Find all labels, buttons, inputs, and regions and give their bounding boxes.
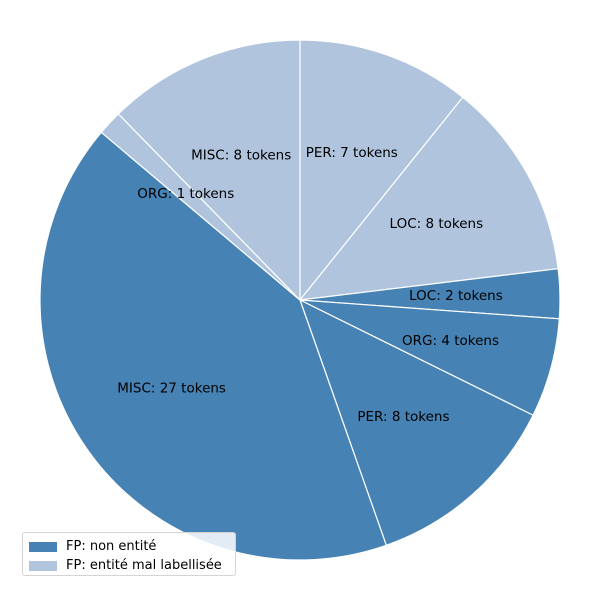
legend-swatch-non-entite	[29, 541, 57, 552]
pie-slice-label-6: ORG: 1 tokens	[137, 186, 234, 202]
pie-slice-label-1: LOC: 8 tokens	[390, 216, 484, 232]
pie-slices	[39, 39, 561, 561]
pie-slice-1	[298, 96, 559, 301]
legend-item-entite-mal-labellisee: FP: entité mal labellisée	[29, 556, 229, 575]
legend-label-non-entite: FP: non entité	[66, 539, 157, 554]
pie-slice-label-3: ORG: 4 tokens	[402, 333, 499, 349]
pie-slice-5	[39, 131, 388, 561]
pie-slice-label-5: MISC: 27 tokens	[117, 381, 226, 397]
legend: FP: non entité FP: entité mal labellisée	[22, 532, 236, 576]
pie-labels: PER: 7 tokens LOC: 8 tokens LOC: 2 tokens O…	[117, 145, 503, 425]
pie-slice-label-2: LOC: 2 tokens	[409, 288, 503, 304]
pie-slice-label-7: MISC: 8 tokens	[191, 148, 291, 164]
pie-slice-4	[298, 298, 534, 547]
legend-item-non-entite: FP: non entité	[29, 537, 229, 556]
pie-slice-0	[299, 39, 464, 302]
pie-slice-label-4: PER: 8 tokens	[357, 409, 449, 425]
pie-slice-7	[117, 39, 301, 302]
pie-slice-label-0: PER: 7 tokens	[306, 145, 398, 161]
legend-label-entite-mal-labellisee: FP: entité mal labellisée	[66, 558, 222, 573]
legend-swatch-entite-mal-labellisee	[29, 560, 57, 571]
